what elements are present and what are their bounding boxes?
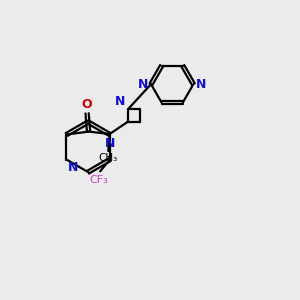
Text: N: N bbox=[68, 161, 78, 174]
Text: CF₃: CF₃ bbox=[89, 175, 108, 185]
Text: O: O bbox=[82, 98, 92, 111]
Text: N: N bbox=[105, 137, 115, 151]
Text: CH₃: CH₃ bbox=[99, 153, 118, 164]
Text: N: N bbox=[138, 78, 148, 91]
Text: N: N bbox=[196, 78, 207, 91]
Text: N: N bbox=[115, 95, 126, 108]
